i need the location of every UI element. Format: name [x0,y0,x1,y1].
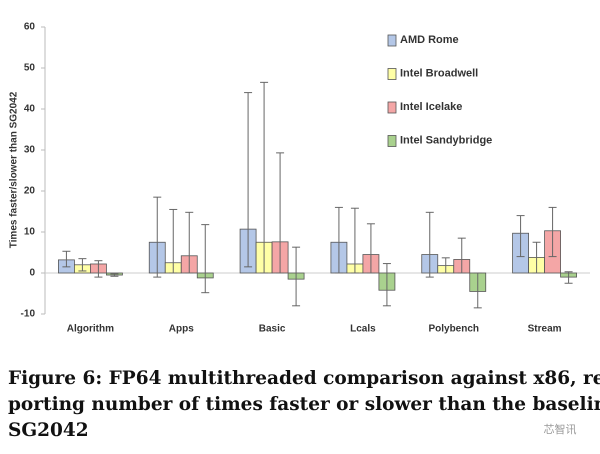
x-tick-label: Apps [169,324,194,335]
legend-swatch [387,135,397,147]
legend-swatch [387,101,397,114]
legend-label: Intel Broadwell [400,67,478,79]
y-axis-label: Times faster/slower than SG2042 [9,91,20,248]
y-tick-label: 50 [24,63,36,74]
legend-label: Intel Sandybridge [400,134,492,146]
x-tick-label: Polybench [428,324,479,335]
legend-label: Intel Icelake [400,101,462,113]
legend-label: AMD Rome [400,34,459,46]
legend-swatch [387,34,397,47]
y-tick-label: 0 [29,268,35,279]
caption-line: porting number of times faster or slower… [8,394,600,415]
y-tick-label: 10 [24,227,36,238]
caption-line: SG2042 [8,420,89,441]
y-tick-label: 60 [24,22,36,33]
x-tick-label: Stream [528,324,562,335]
x-tick-label: Basic [259,324,286,335]
y-tick-label: 40 [24,104,36,115]
watermark: 芯智讯 [544,422,577,436]
caption-line: Figure 6: FP64 multithreaded comparison … [8,368,600,389]
y-tick-label: -10 [21,309,36,320]
legend-swatch [387,68,397,80]
x-tick-label: Algorithm [67,324,114,335]
y-tick-label: 30 [24,145,36,156]
y-tick-label: 20 [24,186,36,197]
x-tick-label: Lcals [350,324,376,335]
